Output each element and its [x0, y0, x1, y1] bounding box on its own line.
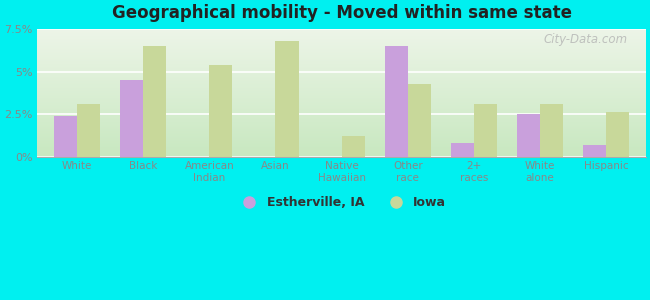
- Bar: [517, 114, 540, 157]
- Bar: [408, 84, 431, 157]
- Bar: [342, 136, 365, 157]
- Text: City-Data.com: City-Data.com: [543, 33, 628, 46]
- Legend: Estherville, IA, Iowa: Estherville, IA, Iowa: [232, 191, 451, 214]
- Bar: [540, 104, 563, 157]
- Bar: [583, 145, 606, 157]
- Bar: [606, 112, 629, 157]
- Bar: [54, 116, 77, 157]
- Bar: [276, 41, 298, 157]
- Bar: [385, 46, 408, 157]
- Bar: [450, 143, 474, 157]
- Title: Geographical mobility - Moved within same state: Geographical mobility - Moved within sam…: [112, 4, 571, 22]
- Bar: [209, 65, 233, 157]
- Bar: [474, 104, 497, 157]
- Bar: [77, 104, 100, 157]
- Bar: [120, 80, 143, 157]
- Bar: [143, 46, 166, 157]
